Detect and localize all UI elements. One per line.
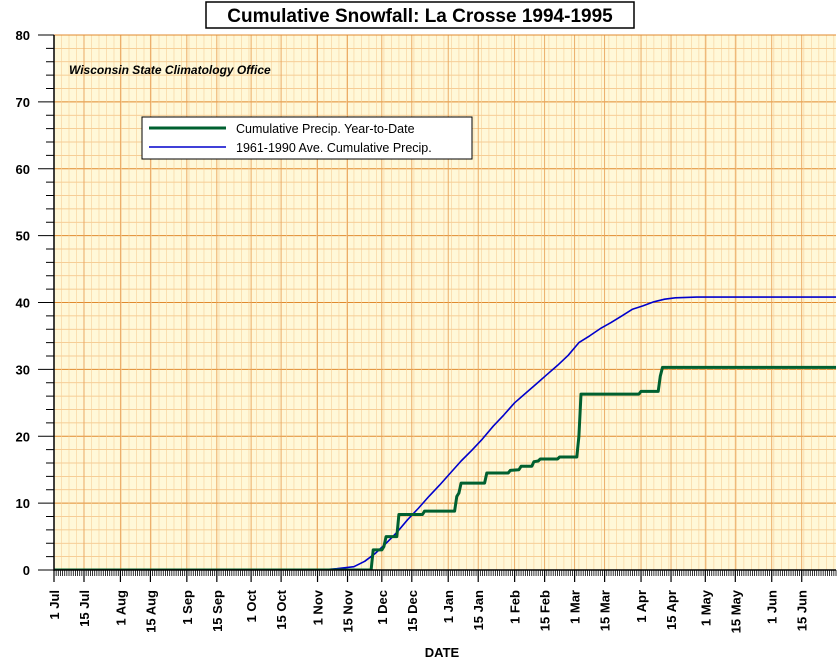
x-tick-label: 15 Aug xyxy=(143,590,158,633)
x-tick-label: 15 Jun xyxy=(795,590,810,631)
x-tick-label: 15 Jan xyxy=(471,590,486,631)
y-tick-label: 40 xyxy=(16,296,30,311)
chart-title: Cumulative Snowfall: La Crosse 1994-1995 xyxy=(227,6,613,27)
source-annotation: Wisconsin State Climatology Office xyxy=(69,63,271,77)
x-tick-label: 1 Apr xyxy=(634,590,649,623)
legend-label-average: 1961-1990 Ave. Cumulative Precip. xyxy=(236,141,432,155)
x-tick-label: 15 Jul xyxy=(77,590,92,627)
x-tick-label: 1 Nov xyxy=(311,589,326,625)
y-tick-label: 10 xyxy=(16,496,30,511)
chart-title-box xyxy=(205,1,635,29)
x-tick-label: 1 Sep xyxy=(180,590,195,625)
y-tick-label: 0 xyxy=(23,563,30,578)
series-line-year-to-date xyxy=(54,365,836,570)
y-tick-label: 60 xyxy=(16,162,30,177)
legend-box xyxy=(141,116,473,160)
series-layer xyxy=(54,296,836,570)
x-tick-label: 15 Feb xyxy=(538,590,553,631)
x-tick-label: 15 Dec xyxy=(405,590,420,632)
y-tick-label: 80 xyxy=(16,28,30,43)
x-tick-label: 15 May xyxy=(728,589,743,633)
y-ticks: 0 10 20 30 40 50 60 70 80 xyxy=(16,28,54,578)
x-tick-label: 15 Mar xyxy=(598,590,613,631)
x-tick-label: 1 Jan xyxy=(441,590,456,623)
x-tick-label: 15 Oct xyxy=(274,589,289,629)
x-tick-label: 1 Aug xyxy=(113,590,128,626)
x-tick-label: 1 Jun xyxy=(765,590,780,624)
x-tick-label: 1 Jul xyxy=(47,590,62,620)
x-tick-label: 15 Sep xyxy=(210,590,225,632)
x-tick-label: 1 Oct xyxy=(244,589,259,622)
y-tick-label: 30 xyxy=(16,362,30,377)
legend-label-year-to-date: Cumulative Precip. Year-to-Date xyxy=(236,122,415,136)
y-tick-label: 50 xyxy=(16,229,30,244)
x-tick-label: 15 Apr xyxy=(664,590,679,630)
y-tick-label: 20 xyxy=(16,429,30,444)
legend: Cumulative Precip. Year-to-Date 1961-199… xyxy=(141,116,473,160)
y-tick-label: 70 xyxy=(16,95,30,110)
x-tick-label: 1 Mar xyxy=(568,590,583,624)
x-tick-label: 1 May xyxy=(698,589,713,626)
x-tick-label: 15 Nov xyxy=(341,589,356,632)
x-tick-label: 1 Feb xyxy=(508,590,523,624)
grid-lines xyxy=(53,34,836,570)
x-axis-label: DATE xyxy=(425,645,460,660)
x-tick-label: 1 Dec xyxy=(375,590,390,625)
x-ticks: 1 Jul 15 Jul 1 Aug 15 Aug 1 Sep 15 Sep 1 Oct 15… xyxy=(47,570,837,633)
